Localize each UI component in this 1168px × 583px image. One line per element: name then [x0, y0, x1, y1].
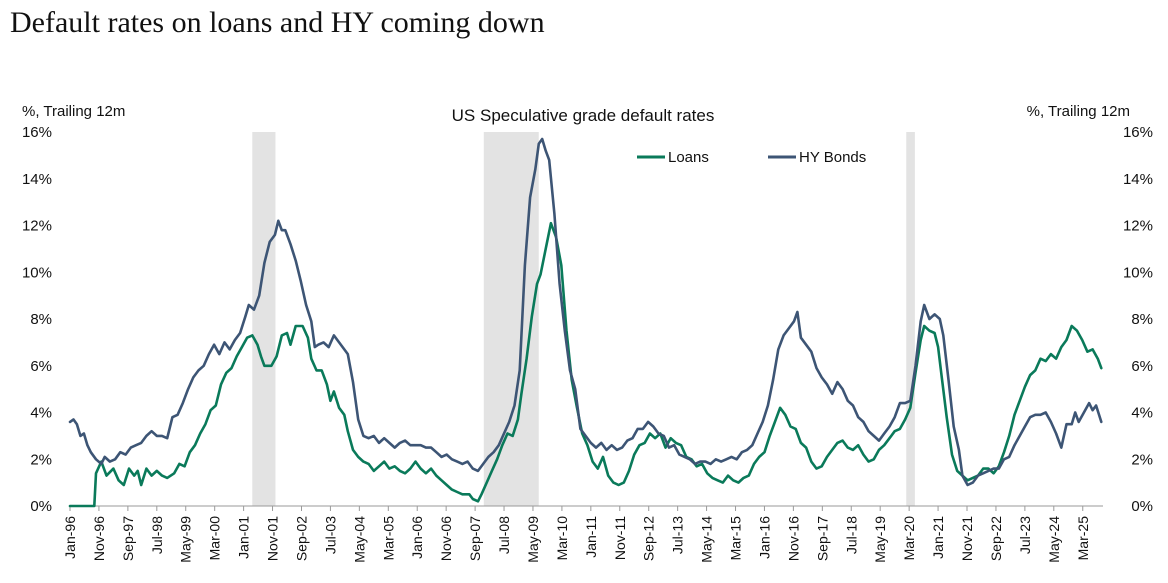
x-tick-label: Jul-13 — [670, 516, 686, 554]
y-tick-label-left: 2% — [30, 451, 52, 468]
x-tick-label: Mar-05 — [380, 516, 396, 561]
x-tick-label: May-19 — [872, 516, 888, 563]
y-tick-label-left: 8% — [30, 311, 52, 328]
x-tick-label: Mar-10 — [554, 516, 570, 561]
x-tick-label: Mar-00 — [207, 516, 223, 561]
legend-label-hy-bonds: HY Bonds — [799, 149, 866, 166]
y-axis-label-right: %, Trailing 12m — [1027, 103, 1130, 120]
x-tick-label: Jan-01 — [236, 516, 252, 559]
x-tick-label: Jul-03 — [322, 516, 338, 554]
x-tick-label: Mar-15 — [728, 516, 744, 561]
x-tick-label: May-14 — [699, 516, 715, 563]
recession-band-3 — [906, 132, 915, 506]
y-tick-label-right: 2% — [1131, 451, 1153, 468]
x-tick-label: Jan-16 — [756, 516, 772, 559]
x-tick-label: Nov-16 — [785, 516, 801, 561]
x-tick-label: Sep-02 — [293, 516, 309, 561]
legend-label-loans: Loans — [668, 149, 709, 166]
x-tick-label: Sep-17 — [814, 516, 830, 561]
y-tick-label-right: 14% — [1123, 171, 1153, 188]
y-axis-label-left: %, Trailing 12m — [22, 103, 125, 120]
x-tick-label: Jan-96 — [62, 516, 78, 559]
y-tick-label-left: 16% — [22, 124, 52, 141]
x-tick-label: Jul-23 — [1017, 516, 1033, 554]
x-tick-label: May-04 — [351, 516, 367, 563]
x-tick-label: Sep-07 — [467, 516, 483, 561]
x-tick-label: Nov-11 — [612, 516, 628, 560]
x-tick-label: Nov-96 — [91, 516, 107, 561]
recession-band-1 — [252, 132, 276, 506]
y-tick-label-right: 0% — [1131, 498, 1153, 515]
series-line-loans — [68, 221, 1103, 508]
y-tick-label-right: 8% — [1131, 311, 1153, 328]
x-tick-label: Jan-11 — [583, 516, 599, 558]
x-tick-label: May-09 — [525, 516, 541, 563]
x-tick-label: Mar-25 — [1075, 516, 1091, 561]
page-title: Default rates on loans and HY coming dow… — [10, 6, 545, 39]
x-tick-label: Jan-06 — [409, 516, 425, 559]
y-tick-label-right: 4% — [1131, 405, 1153, 422]
x-tick-label: Jul-08 — [496, 516, 512, 554]
series-line-hy-bonds — [68, 137, 1103, 487]
y-tick-label-left: 10% — [22, 264, 52, 281]
y-tick-label-left: 12% — [22, 218, 52, 235]
x-tick-label: May-99 — [178, 516, 194, 563]
x-tick-label: Nov-06 — [438, 516, 454, 561]
x-tick-label: Mar-20 — [901, 516, 917, 561]
y-tick-label-right: 10% — [1123, 264, 1153, 281]
y-tick-label-left: 4% — [30, 405, 52, 422]
y-tick-label-left: 14% — [22, 171, 52, 188]
chart-title: US Speculative grade default rates — [452, 106, 715, 125]
y-tick-label-left: 6% — [30, 358, 52, 375]
y-tick-label-right: 16% — [1123, 124, 1153, 141]
x-tick-label: Nov-01 — [265, 516, 281, 561]
x-tick-label: May-24 — [1046, 516, 1062, 563]
x-tick-label: Jul-98 — [149, 516, 165, 554]
y-tick-label-right: 12% — [1123, 218, 1153, 235]
x-tick-label: Jan-21 — [930, 516, 946, 559]
x-tick-label: Sep-12 — [641, 516, 657, 561]
x-tick-label: Sep-97 — [120, 516, 136, 561]
x-tick-label: Jul-18 — [843, 516, 859, 554]
y-tick-label-left: 0% — [30, 498, 52, 515]
x-tick-label: Sep-22 — [988, 516, 1004, 561]
x-tick-label: Nov-21 — [959, 516, 975, 561]
y-tick-label-right: 6% — [1131, 358, 1153, 375]
